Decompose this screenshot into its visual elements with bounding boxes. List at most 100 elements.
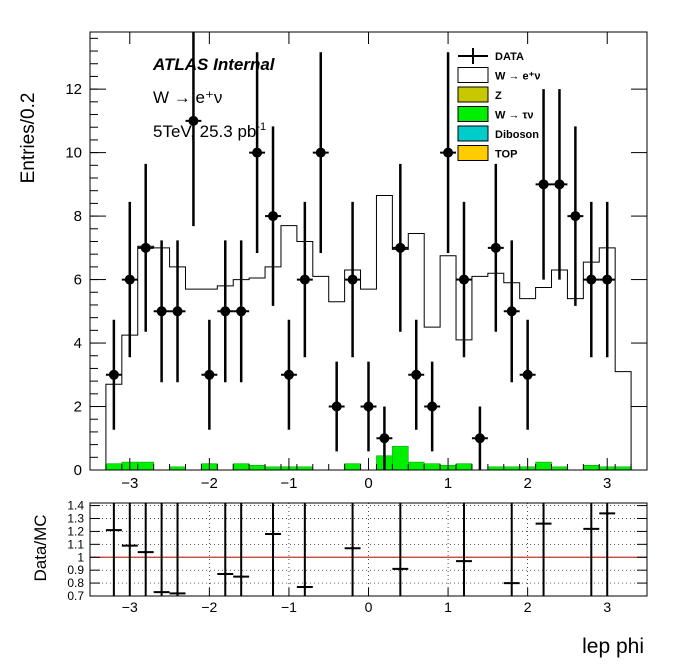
legend-swatch	[457, 125, 489, 142]
main-x-tick-label: 0	[364, 475, 372, 492]
mc-w-tau-nu-bar	[137, 461, 154, 471]
ratio-y-axis-title: Data/MC	[31, 514, 50, 581]
process-label: W → e⁺ν	[153, 88, 222, 107]
main-plot-border	[89, 31, 648, 471]
data-point	[490, 242, 501, 253]
data-point	[124, 274, 135, 285]
data-point	[570, 211, 581, 222]
legend-swatch	[457, 145, 489, 161]
data-point	[538, 179, 549, 190]
ratio-point	[510, 581, 514, 585]
main-x-tick-label: 2	[523, 475, 531, 492]
legend-label: W → τν	[495, 110, 534, 122]
legend-label: W → e⁺ν	[495, 71, 541, 83]
ratio-y-tick-label: 0.7	[67, 589, 84, 603]
mc-w-tau-nu-bar	[408, 461, 425, 471]
main-y-axis-title: Entries/0.2	[18, 93, 39, 184]
data-point	[252, 147, 263, 158]
main-y-tick-label: 2	[74, 399, 82, 416]
main-x-tick-label: −1	[280, 475, 297, 492]
legend-label: Diboson	[495, 129, 539, 141]
mc-signal-histogram	[105, 194, 632, 470]
x-axis-title: lep phi	[582, 635, 644, 658]
data-point	[458, 274, 469, 285]
mc-w-tau-nu-bar	[232, 463, 250, 471]
ratio-point	[271, 532, 275, 536]
legend-swatch	[457, 67, 489, 83]
main-x-tick-label: 3	[603, 475, 611, 492]
main-y-tick-label: 0	[74, 462, 82, 479]
data-points-layer	[105, 32, 616, 470]
data-point	[204, 369, 215, 380]
mc-w-tau-nu-bar	[423, 463, 441, 471]
legend-label: TOP	[495, 149, 517, 161]
ratio-plot-frame	[89, 502, 648, 597]
ratio-panel: −3 −2 −1 0 1 2 30.70.80.911.11.21.31.4 Data/MC	[31, 499, 648, 615]
main-y-tick-label: 8	[74, 208, 82, 225]
ratio-point	[589, 527, 593, 531]
data-point	[363, 401, 374, 412]
data-point	[108, 369, 119, 380]
mc-w-tau-nu-bar	[105, 463, 123, 471]
ratio-point	[605, 511, 609, 515]
main-y-tick-label: 4	[74, 335, 82, 352]
ratio-point	[542, 522, 546, 526]
ratio-point	[223, 572, 227, 576]
data-point	[236, 306, 247, 317]
data-point	[268, 211, 279, 222]
ratio-plot-border	[89, 502, 648, 597]
mc-w-tau-nu-bar	[535, 461, 552, 471]
data-point	[554, 179, 565, 190]
data-point	[220, 306, 231, 317]
ratio-y-tick-label: 0.9	[67, 563, 84, 577]
ratio-x-tick-label: −1	[281, 599, 297, 615]
energy-lumi-sup: -1	[256, 121, 266, 133]
ratio-point	[462, 559, 466, 563]
data-point	[283, 369, 294, 380]
legend-swatch	[457, 86, 489, 103]
data-point	[156, 306, 167, 317]
mc-w-tau-nu-bar	[583, 464, 600, 471]
ratio-point	[176, 591, 180, 595]
data-point	[299, 274, 310, 285]
ratio-point	[351, 546, 355, 550]
legend: DATA W → e⁺ν Z W → τν Diboson TOP	[457, 48, 541, 161]
legend-swatch	[457, 106, 489, 122]
ratio-point	[239, 575, 243, 579]
mc-w-tau-nu-bar	[344, 463, 361, 471]
data-point	[395, 242, 406, 253]
data-point	[474, 433, 485, 444]
ratio-y-tick-label: 0.8	[67, 576, 84, 590]
ratio-x-tick-label: −2	[201, 599, 217, 615]
ratio-y-tick-label: 1.3	[67, 512, 84, 526]
ratio-points-layer	[105, 503, 616, 596]
ratio-y-tick-label: 1	[77, 550, 84, 564]
ratio-point	[160, 590, 164, 594]
ratio-x-tick-label: 0	[365, 599, 373, 615]
data-point	[140, 242, 151, 253]
data-point	[188, 115, 199, 126]
mc-w-tau-nu-bar	[248, 464, 266, 471]
main-y-tick-label: 6	[74, 272, 82, 289]
data-point	[315, 147, 326, 158]
ratio-point	[112, 528, 116, 532]
ratio-point	[398, 567, 402, 571]
atlas-label: ATLAS Internal	[152, 55, 276, 74]
data-point	[443, 147, 454, 158]
energy-lumi-main: 5TeV, 25.3 pb	[153, 122, 256, 141]
main-x-tick-label: −2	[201, 475, 218, 492]
ratio-point	[128, 544, 132, 548]
data-point	[379, 433, 390, 444]
main-x-tick-label: 1	[444, 475, 452, 492]
ratio-x-tick-label: −3	[122, 599, 138, 615]
main-y-tick-label: 12	[65, 81, 82, 98]
legend-label: DATA	[495, 51, 524, 63]
mc-w-tau-nu-bar	[455, 463, 473, 471]
ratio-x-tick-label: 2	[524, 599, 532, 615]
ratio-axes: −3 −2 −1 0 1 2 30.70.80.911.11.21.31.4	[67, 499, 647, 615]
ratio-point	[303, 585, 307, 589]
legend-label: Z	[495, 90, 502, 102]
data-point	[331, 401, 342, 412]
ratio-y-tick-label: 1.1	[67, 537, 84, 551]
